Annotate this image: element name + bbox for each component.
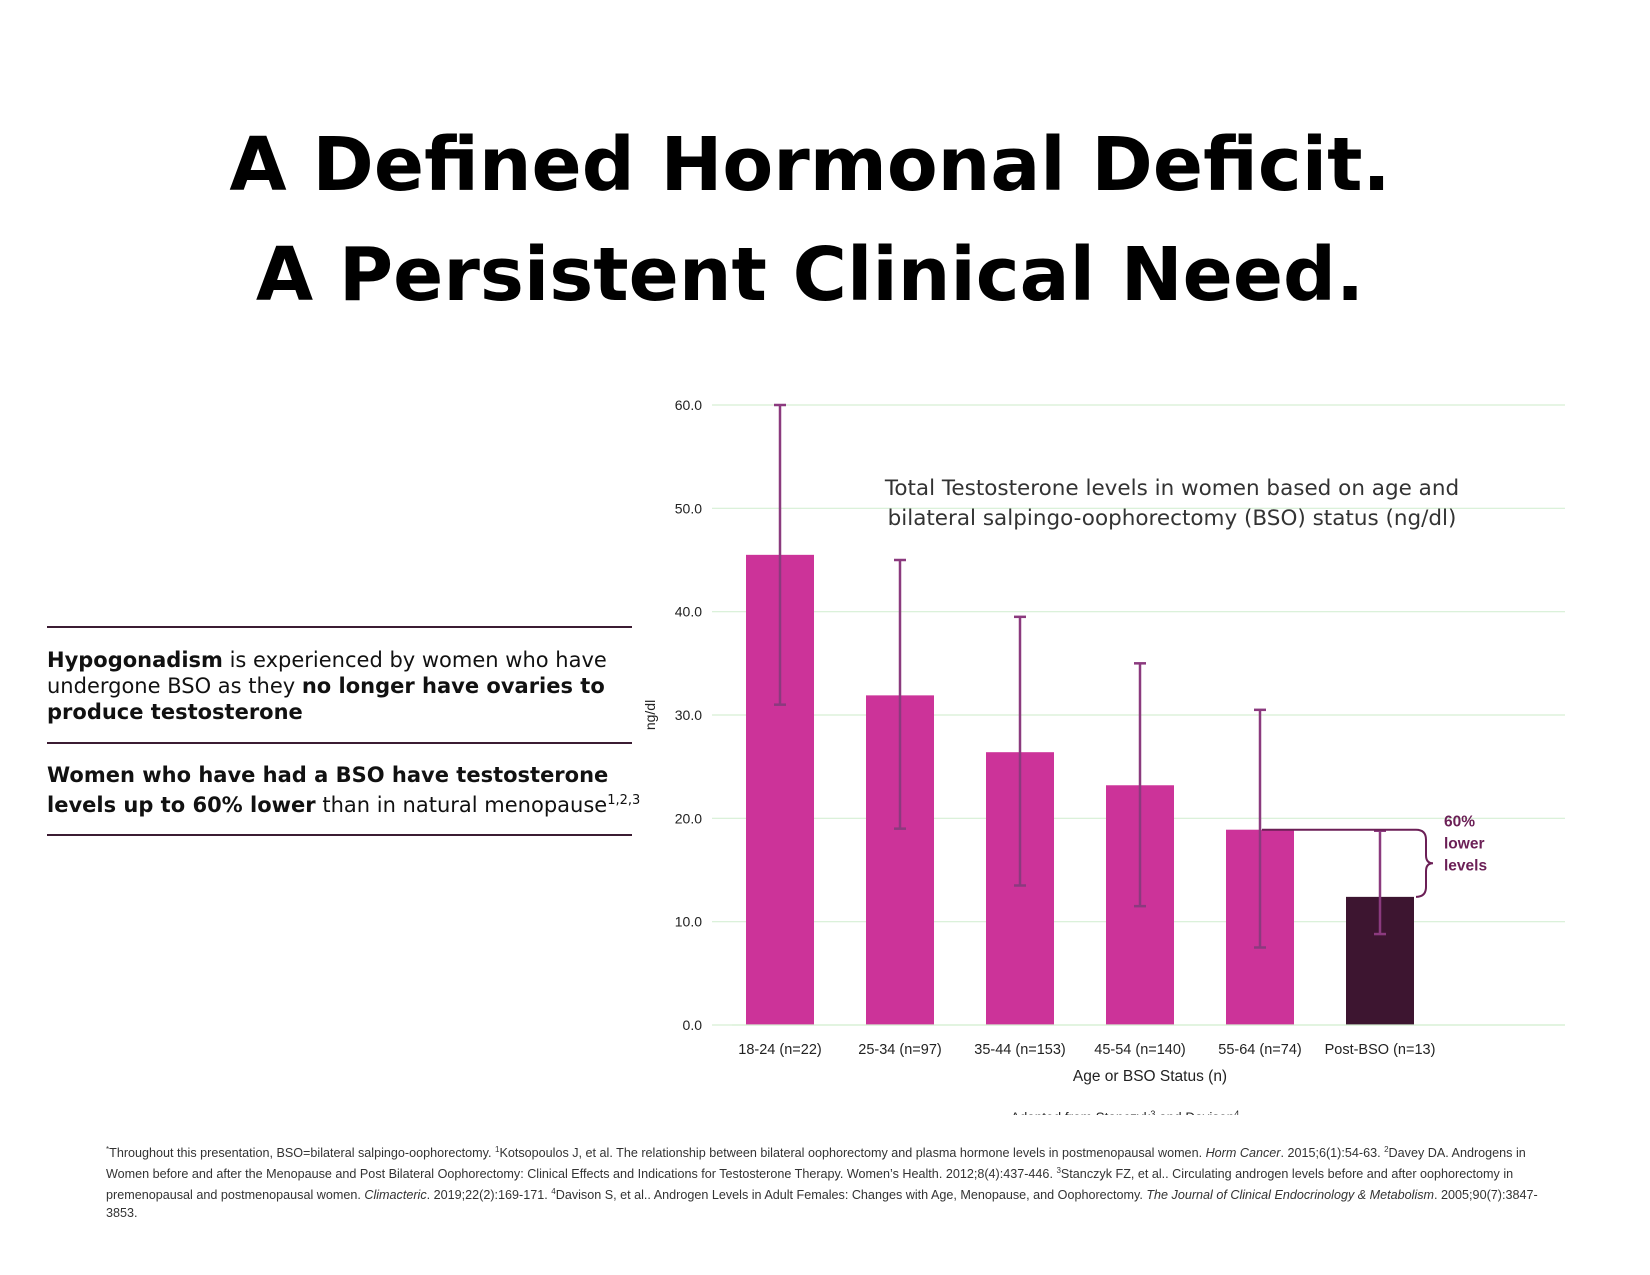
- footnote-ref-4-citation: . 2005;90(7):3847-3853.: [106, 1188, 1538, 1220]
- y-tick-label: 30.0: [675, 707, 702, 723]
- footnote-sup-1: 1: [494, 1145, 500, 1154]
- key-point-2-citation: 1,2,3: [607, 793, 641, 808]
- slide-title-line-2: A Persistent Clinical Need.: [255, 232, 1365, 318]
- divider-bottom: [47, 834, 632, 836]
- footnote-ref-2: Davey DA. Androgens in Women before and …: [106, 1146, 1526, 1182]
- x-tick-label: 55-64 (n=74): [1218, 1042, 1301, 1058]
- chart-title-line: bilateral salpingo-oophorectomy (BSO) st…: [888, 506, 1457, 531]
- key-point-1-text: is experienced by women who have undergo…: [47, 648, 607, 698]
- x-tick-label: 18-24 (n=22): [738, 1042, 821, 1058]
- footnote-ref-1-journal: Horm Cancer: [1205, 1146, 1281, 1161]
- x-tick-label: 25-34 (n=97): [858, 1042, 941, 1058]
- footnote-sup-asterisk: *: [106, 1145, 110, 1154]
- footnote-sup-4: 4: [551, 1187, 556, 1197]
- key-point-2-text: than in natural menopause: [315, 793, 608, 817]
- y-tick-label: 0.0: [683, 1017, 703, 1033]
- annotation-text: 60%: [1444, 814, 1475, 831]
- footnote-ref-1-citation: . 2015;6(1):54-63.: [1280, 1146, 1385, 1161]
- footnote-sup-2: 2: [1384, 1145, 1389, 1154]
- y-axis-label: ng/dl: [642, 700, 658, 730]
- x-tick-label: Post-BSO (n=13): [1325, 1042, 1436, 1058]
- y-tick-label: 50.0: [675, 500, 702, 516]
- key-point-bso-levels: Women who have had a BSO have testostero…: [47, 762, 647, 818]
- footnote-ref-3-journal: Climacteric: [364, 1188, 427, 1203]
- footnote-ref-4-journal: The Journal of Clinical Endocrinology & …: [1146, 1188, 1435, 1203]
- divider-top: [47, 626, 632, 628]
- chart-title-line: Total Testosterone levels in women based…: [884, 476, 1459, 501]
- y-tick-label: 60.0: [675, 397, 702, 413]
- annotation-text: levels: [1444, 858, 1487, 875]
- footnote-ref-3: Stanczyk FZ, et al.. Circulating androge…: [106, 1167, 1514, 1203]
- annotation-bracket: [1262, 828, 1434, 898]
- footnote-bso-definition: Throughout this presentation, BSO=bilate…: [109, 1146, 495, 1161]
- x-axis-label: Age or BSO Status (n): [1073, 1068, 1227, 1085]
- slide-title-line-1: A Defined Hormonal Deficit.: [229, 122, 1391, 208]
- key-point-1-bold-end: no longer have ovaries to produce testos…: [47, 674, 605, 724]
- footnote-ref-1: Kotsopoulos J, et al. The relationship b…: [499, 1146, 1206, 1161]
- key-point-2-bold-lead: Women who have had a BSO have testostero…: [47, 763, 609, 817]
- divider-middle: [47, 742, 632, 744]
- footnote-ref-3-citation: . 2019;22(2):169-171.: [426, 1188, 552, 1203]
- chart-source: Adapted from Stanczyk3 and Davison4: [1011, 1109, 1239, 1115]
- footnote-ref-4: Davison S, et al.. Androgen Levels in Ad…: [555, 1188, 1147, 1203]
- testosterone-bar-chart: 0.0 10.0 20.0 30.0 40.0 50.0 60.0 18-24 (n=22) 2…: [642, 397, 1565, 1115]
- key-point-1-bold-lead: Hypogonadism: [47, 648, 223, 672]
- y-tick-label: 10.0: [675, 914, 702, 930]
- x-tick-label: 45-54 (n=140): [1094, 1042, 1186, 1058]
- footnote-sup-3: 3: [1056, 1166, 1061, 1176]
- x-tick-label: 35-44 (n=153): [974, 1042, 1066, 1058]
- footnotes: *Throughout this presentation, BSO=bilat…: [106, 1141, 1546, 1222]
- annotation-text: lower: [1444, 836, 1484, 853]
- y-tick-label: 40.0: [675, 604, 702, 620]
- y-tick-label: 20.0: [675, 810, 702, 826]
- key-point-hypogonadism: Hypogonadism is experienced by women who…: [47, 647, 647, 725]
